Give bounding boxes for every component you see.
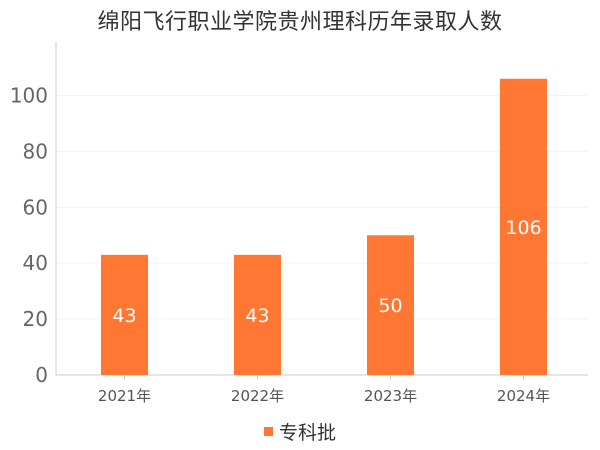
- x-tick-label: 2022年: [231, 387, 284, 405]
- data-label: 43: [112, 305, 136, 327]
- y-tick-label: 80: [23, 139, 48, 163]
- bar: [367, 235, 414, 375]
- chart-title: 绵阳飞行职业学院贵州理科历年录取人数: [97, 10, 503, 35]
- x-tick-label: 2023年: [364, 387, 417, 405]
- data-label: 43: [245, 305, 269, 327]
- y-tick-label: 40: [23, 251, 48, 275]
- bar: [234, 254, 281, 375]
- x-tick-label: 2024年: [497, 387, 550, 405]
- y-tick-label: 60: [23, 195, 48, 219]
- y-tick-label: 20: [23, 307, 48, 331]
- legend-label: 专科批: [278, 422, 336, 444]
- bar: [500, 78, 547, 376]
- legend-swatch: [263, 427, 273, 436]
- data-label: 50: [378, 295, 402, 317]
- data-label: 106: [505, 217, 541, 239]
- legend: 专科批: [0, 418, 600, 445]
- y-tick-label: 0: [35, 363, 48, 387]
- bar: [101, 254, 148, 375]
- y-tick-label: 100: [10, 84, 48, 108]
- x-tick-label: 2021年: [98, 387, 151, 405]
